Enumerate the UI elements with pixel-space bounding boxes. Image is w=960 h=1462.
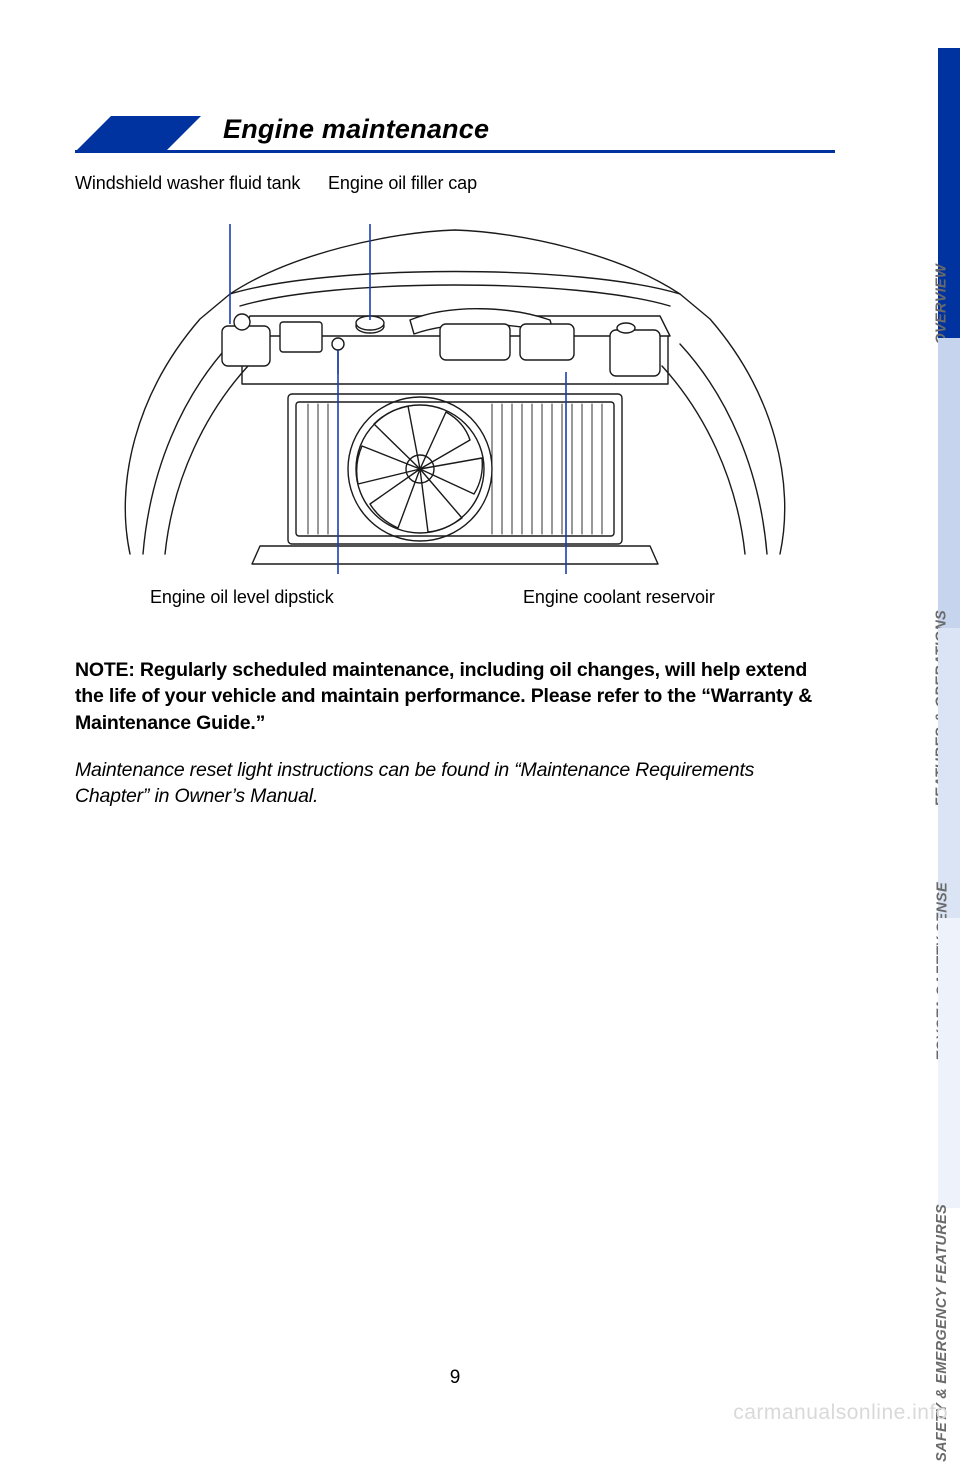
title-bar: Engine maintenance bbox=[75, 116, 835, 152]
callout-oil-filler-cap: Engine oil filler cap bbox=[328, 173, 477, 194]
section-title: Engine maintenance bbox=[223, 114, 489, 145]
engine-diagram bbox=[110, 224, 800, 574]
side-tab[interactable]: SAFETY & EMERGENCY FEATURES bbox=[938, 918, 960, 1208]
section-title-block: Engine maintenance bbox=[75, 116, 835, 152]
callout-coolant-reservoir: Engine coolant reservoir bbox=[523, 587, 715, 608]
side-tab-label: OVERVIEW bbox=[934, 264, 950, 345]
callout-oil-dipstick: Engine oil level dipstick bbox=[150, 587, 334, 608]
manual-page: Engine maintenance Windshield washer flu… bbox=[75, 0, 835, 1433]
page-number: 9 bbox=[75, 1367, 835, 1389]
maintenance-note: NOTE: Regularly scheduled maintenance, i… bbox=[75, 657, 815, 736]
title-underline bbox=[75, 150, 835, 153]
callout-washer-fluid: Windshield washer fluid tank bbox=[75, 173, 300, 194]
side-tab[interactable]: TOYOTA SAFETY SENSE bbox=[938, 628, 960, 918]
watermark: carmanualsonline.info bbox=[733, 1401, 948, 1425]
maintenance-subnote: Maintenance reset light instructions can… bbox=[75, 757, 815, 810]
side-tab[interactable]: FEATURES & OPERATIONS bbox=[938, 338, 960, 628]
side-tab[interactable]: OVERVIEW bbox=[938, 48, 960, 338]
